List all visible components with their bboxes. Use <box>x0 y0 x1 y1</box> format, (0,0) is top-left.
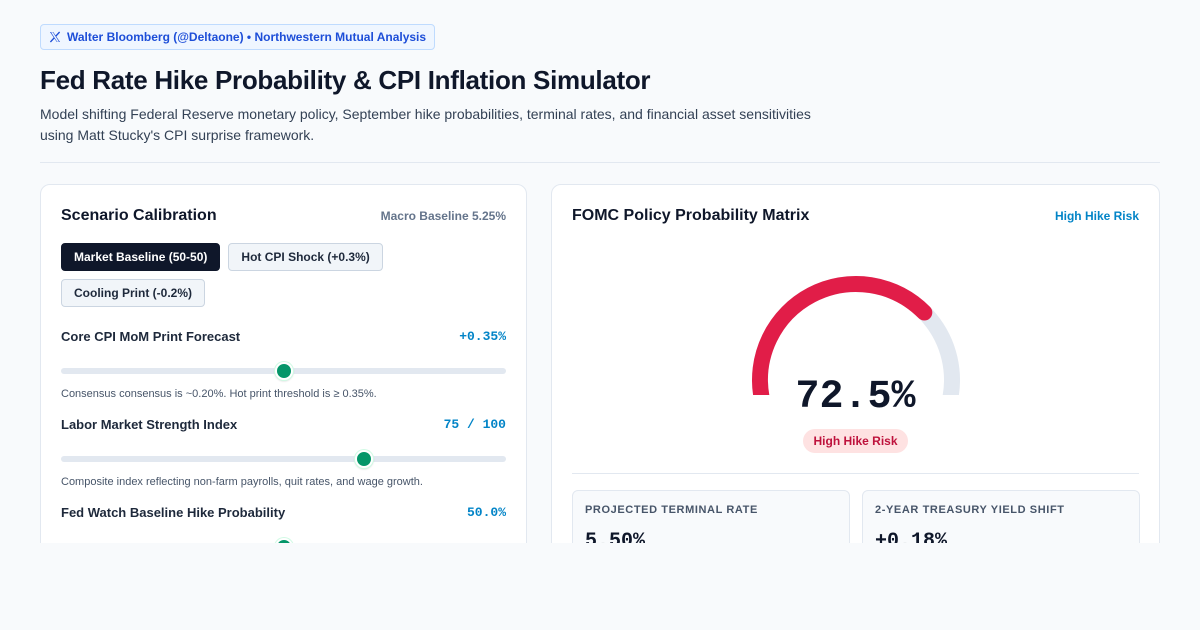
calibration-title: Scenario Calibration <box>61 207 217 224</box>
labor-market-slider-thumb[interactable] <box>354 450 373 468</box>
scenario-hot-cpi-button[interactable]: Hot CPI Shock (+0.3%) <box>228 243 383 271</box>
viewport-cutoff <box>0 543 1200 630</box>
scenario-buttons: Market Baseline (50-50) Hot CPI Shock (+… <box>61 243 511 307</box>
source-badge[interactable]: Walter Bloomberg (@Deltaone) • Northwest… <box>40 24 436 50</box>
source-text: Walter Bloomberg (@Deltaone) • Northwest… <box>67 30 427 44</box>
page-subtitle: Model shifting Federal Reserve monetary … <box>40 106 811 143</box>
matrix-title: FOMC Policy Probability Matrix <box>572 207 810 224</box>
macro-baseline-label: Macro Baseline 5.25% <box>380 209 506 223</box>
policy-probability-panel: FOMC Policy Probability Matrix High Hike… <box>551 184 1160 584</box>
hike-risk-meta: High Hike Risk <box>1054 209 1139 223</box>
fedwatch-value: 50.0% <box>466 505 506 520</box>
scenario-calibration-panel: Scenario Calibration Macro Baseline 5.25… <box>40 184 527 584</box>
labor-market-slider-track[interactable] <box>61 450 506 468</box>
header-divider <box>40 162 1160 163</box>
labor-market-label: Labor Market Strength Index <box>61 417 238 432</box>
core-cpi-value: +0.35% <box>459 329 506 344</box>
calibration-header: Scenario Calibration Macro Baseline 5.25… <box>61 207 506 225</box>
core-cpi-slider-block: Core CPI MoM Print Forecast +0.35% Conse… <box>61 329 506 400</box>
probability-gauge <box>552 265 1159 395</box>
scenario-cooling-print-button[interactable]: Cooling Print (-0.2%) <box>61 279 205 307</box>
matrix-divider <box>572 473 1139 474</box>
gauge-svg <box>751 276 960 395</box>
scenario-market-baseline-button[interactable]: Market Baseline (50-50) <box>61 243 221 271</box>
terminal-rate-label: PROJECTED TERMINAL RATE <box>585 504 758 516</box>
core-cpi-help: Consensus consensus is ~0.20%. Hot print… <box>61 388 377 400</box>
page-title: Fed Rate Hike Probability & CPI Inflatio… <box>40 65 651 95</box>
treasury-yield-label: 2-YEAR TREASURY YIELD SHIFT <box>875 504 1065 516</box>
risk-status-badge: High Hike Risk <box>803 429 908 453</box>
core-cpi-slider-track[interactable] <box>61 362 506 380</box>
core-cpi-label: Core CPI MoM Print Forecast <box>61 329 241 344</box>
labor-market-help: Composite index reflecting non-farm payr… <box>61 476 423 488</box>
page: Walter Bloomberg (@Deltaone) • Northwest… <box>40 24 1160 584</box>
x-logo-icon <box>49 31 61 43</box>
fedwatch-label: Fed Watch Baseline Hike Probability <box>61 505 286 520</box>
labor-market-slider-block: Labor Market Strength Index 75 / 100 Com… <box>61 417 506 488</box>
labor-market-value: 75 / 100 <box>443 417 506 432</box>
matrix-header: FOMC Policy Probability Matrix High Hike… <box>572 207 1139 225</box>
gauge-fill <box>751 276 932 395</box>
core-cpi-slider-thumb[interactable] <box>274 362 293 380</box>
hike-probability-value: 72.5% <box>795 375 916 420</box>
